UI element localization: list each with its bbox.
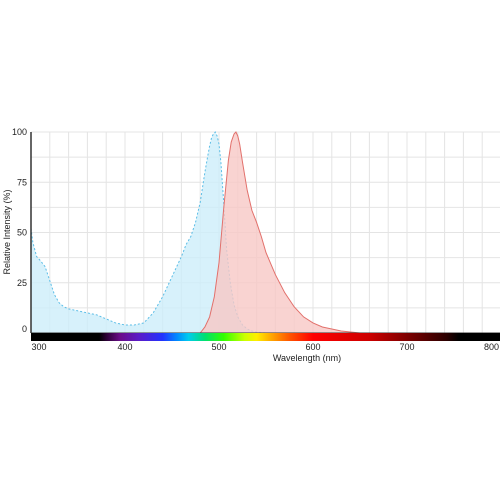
y-tick-label: 0	[22, 324, 27, 334]
x-tick-label: 800	[484, 342, 499, 352]
x-axis-title: Wavelength (nm)	[273, 353, 341, 363]
wavelength-color-bar	[31, 333, 500, 341]
y-tick-label: 75	[17, 177, 27, 187]
x-tick-label: 300	[31, 342, 46, 352]
emission-line	[199, 131, 361, 334]
y-axis-title: Relative Intensity (%)	[2, 189, 12, 274]
emission-area	[200, 132, 360, 333]
x-tick-label: 600	[305, 342, 320, 352]
y-tick-label: 25	[17, 278, 27, 288]
excitation-area	[31, 132, 266, 333]
y-tick-label: 50	[17, 228, 27, 238]
tick-labels: 300 400 500 600 700 800 0 25 50 75 100	[12, 127, 499, 352]
x-tick-label: 400	[117, 342, 132, 352]
y-tick-label: 100	[12, 127, 27, 137]
color-bar-rect	[31, 333, 500, 341]
x-tick-label: 700	[399, 342, 414, 352]
x-tick-label: 500	[211, 342, 226, 352]
series-layer	[30, 131, 361, 334]
